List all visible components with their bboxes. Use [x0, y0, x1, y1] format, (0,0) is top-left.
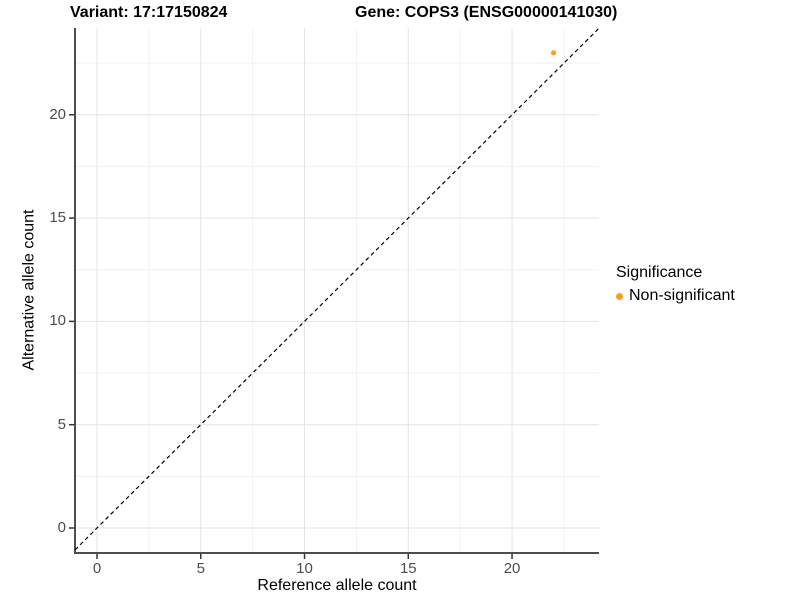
- identity-dashed-line: [74, 27, 600, 551]
- legend-item-non-significant: Non-significant: [616, 287, 735, 305]
- legend-title: Significance: [616, 264, 703, 281]
- legend: Significance Non-significant: [616, 264, 735, 305]
- x-tick-label: 15: [399, 560, 417, 577]
- x-axis-label: Reference allele count: [257, 577, 417, 594]
- y-tick-label: 10: [49, 312, 66, 330]
- x-tick-label: 5: [196, 560, 205, 577]
- y-tick-label: 20: [49, 105, 66, 123]
- legend-item-label: Non-significant: [629, 287, 735, 304]
- legend-point-icon: [616, 292, 623, 300]
- y-tick-label: 5: [57, 415, 66, 433]
- plot-title-gene: Gene: COPS3 (ENSG00000141030): [355, 4, 618, 21]
- y-tick-label: 15: [49, 209, 66, 227]
- data-point: [550, 50, 557, 56]
- x-tick-label: 20: [503, 560, 521, 577]
- y-axis-label: Alternative allele count: [20, 209, 38, 371]
- y-tick-label: 0: [57, 519, 66, 536]
- plot-title-variant: Variant: 17:17150824: [70, 4, 228, 21]
- x-tick-label: 0: [92, 560, 102, 577]
- x-tick-label: 10: [296, 560, 313, 577]
